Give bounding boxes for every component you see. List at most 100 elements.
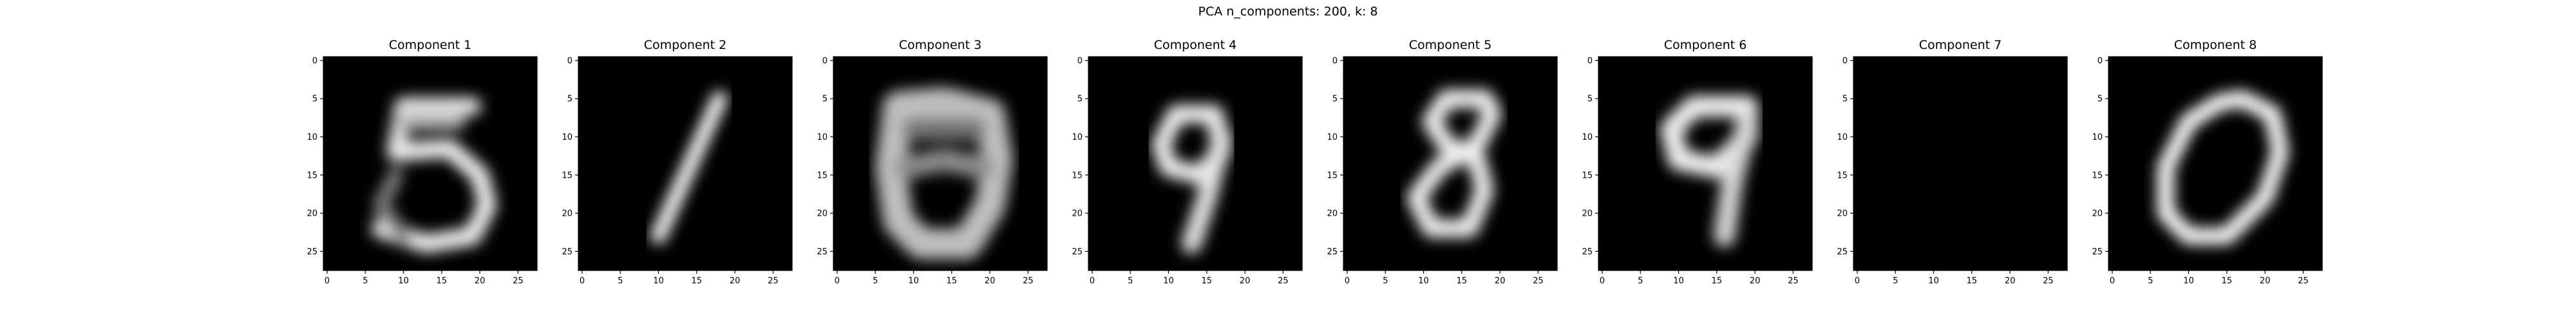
x-tick-label: 5: [873, 276, 878, 286]
x-tick-label: 15: [1202, 276, 1213, 286]
y-tick-label: 5: [1332, 95, 1338, 104]
axes-frame: [1088, 56, 1303, 271]
y-tick-label: 0: [2098, 56, 2103, 66]
y-tick-label: 10: [307, 133, 317, 142]
x-tick-label: 20: [730, 276, 741, 286]
axes-frame: [1598, 56, 1813, 271]
x-tick-label: 10: [1418, 276, 1429, 286]
x-tick-label: 20: [475, 276, 486, 286]
y-tick-label: 10: [1327, 133, 1338, 142]
eigen-digit-image: [875, 87, 1013, 260]
y-tick-label: 15: [1072, 171, 1083, 180]
x-tick-label: 15: [437, 276, 448, 286]
x-tick-label: 0: [2110, 276, 2115, 286]
y-tick-label: 15: [2092, 171, 2103, 180]
x-tick-label: 20: [985, 276, 996, 286]
y-tick-label: 25: [2092, 247, 2103, 257]
y-tick-label: 20: [1582, 209, 1593, 219]
y-tick-label: 10: [817, 133, 828, 142]
y-tick-label: 0: [1332, 56, 1338, 66]
x-tick-label: 10: [1163, 276, 1174, 286]
x-tick-label: 20: [2260, 276, 2271, 286]
y-tick-label: 10: [1072, 133, 1083, 142]
y-tick-label: 25: [1072, 247, 1083, 257]
y-tick-label: 5: [1842, 95, 1848, 104]
panel-title: Component 2: [644, 38, 726, 52]
digit-stroke: [2157, 90, 2289, 245]
axes-frame: [1853, 56, 2068, 271]
x-tick-label: 10: [1673, 276, 1684, 286]
y-tick-label: 20: [1837, 209, 1848, 219]
eigen-digit-image: [650, 91, 728, 244]
panel-component-3: Component 3 0 5 10 15 20 25 0 5 10 15 20 25: [817, 38, 1048, 286]
x-tick-label: 25: [513, 276, 524, 286]
x-tick-label: 5: [1383, 276, 1388, 286]
x-tick-label: 10: [908, 276, 919, 286]
y-tick-label: 5: [2098, 95, 2103, 104]
eigen-digit-image: [371, 97, 497, 253]
panel-component-8: Component 8 0 5 10 15 20 25 0 5 10 15 20 25: [2092, 38, 2323, 286]
y-tick-label: 0: [1842, 56, 1848, 66]
y-tick-label: 10: [562, 133, 573, 142]
x-tick-label: 0: [835, 276, 840, 286]
panel-component-7: Component 7 0 5 10 15 20 25 0 5 10 15 20 25: [1837, 38, 2068, 286]
digit-stroke: [1181, 127, 1232, 254]
digit-stroke: [1714, 111, 1758, 247]
x-tick-label: 5: [1893, 276, 1898, 286]
y-tick-label: 20: [1072, 209, 1083, 219]
x-tick-label: 15: [2222, 276, 2233, 286]
x-tick-label: 25: [2043, 276, 2054, 286]
y-tick-label: 0: [822, 56, 828, 66]
digit-stroke: [1406, 89, 1502, 238]
digit-stroke: [875, 87, 1013, 260]
y-tick-label: 20: [817, 209, 828, 219]
y-tick-label: 25: [307, 247, 317, 257]
y-tick-label: 0: [312, 56, 317, 66]
y-tick-label: 15: [1327, 171, 1338, 180]
x-tick-label: 15: [1967, 276, 1978, 286]
axes-frame: [2108, 56, 2323, 271]
y-tick-label: 20: [562, 209, 573, 219]
x-tick-label: 25: [768, 276, 779, 286]
x-tick-label: 15: [1457, 276, 1468, 286]
y-tick-label: 5: [1587, 95, 1593, 104]
x-tick-label: 5: [1638, 276, 1643, 286]
x-tick-label: 25: [1788, 276, 1799, 286]
digit-stroke: [386, 97, 482, 162]
y-tick-label: 5: [1077, 95, 1083, 104]
y-tick-label: 5: [567, 95, 573, 104]
y-tick-label: 25: [562, 247, 573, 257]
axes-frame: [1343, 56, 1558, 271]
x-tick-label: 0: [1600, 276, 1605, 286]
x-tick-label: 15: [947, 276, 958, 286]
y-tick-label: 0: [567, 56, 573, 66]
eigen-digit-image: [1151, 104, 1232, 254]
panel-title: Component 1: [389, 38, 471, 52]
x-tick-label: 25: [1533, 276, 1544, 286]
y-tick-label: 15: [817, 171, 828, 180]
x-tick-label: 25: [1278, 276, 1289, 286]
x-tick-label: 0: [1090, 276, 1095, 286]
x-tick-label: 20: [1495, 276, 1506, 286]
y-tick-label: 15: [307, 171, 317, 180]
y-tick-label: 25: [1837, 247, 1848, 257]
y-tick-label: 10: [1837, 133, 1848, 142]
x-tick-label: 10: [2183, 276, 2194, 286]
y-tick-label: 5: [312, 95, 317, 104]
y-tick-label: 5: [822, 95, 828, 104]
y-tick-label: 20: [2092, 209, 2103, 219]
axes-frame: [323, 56, 538, 271]
x-tick-label: 25: [2298, 276, 2309, 286]
x-tick-label: 0: [1855, 276, 1860, 286]
x-tick-label: 20: [2005, 276, 2016, 286]
y-tick-label: 25: [817, 247, 828, 257]
eigen-digit-image: [2157, 90, 2289, 245]
panel-component-6: Component 6 0 5 10 15 20 25 0 5 10 15 20 25: [1582, 38, 1813, 286]
x-tick-label: 10: [653, 276, 664, 286]
x-tick-label: 10: [398, 276, 409, 286]
x-tick-label: 15: [692, 276, 703, 286]
panel-title: Component 4: [1154, 38, 1236, 52]
x-tick-label: 0: [325, 276, 330, 286]
eigen-digit-image: [1660, 95, 1758, 247]
